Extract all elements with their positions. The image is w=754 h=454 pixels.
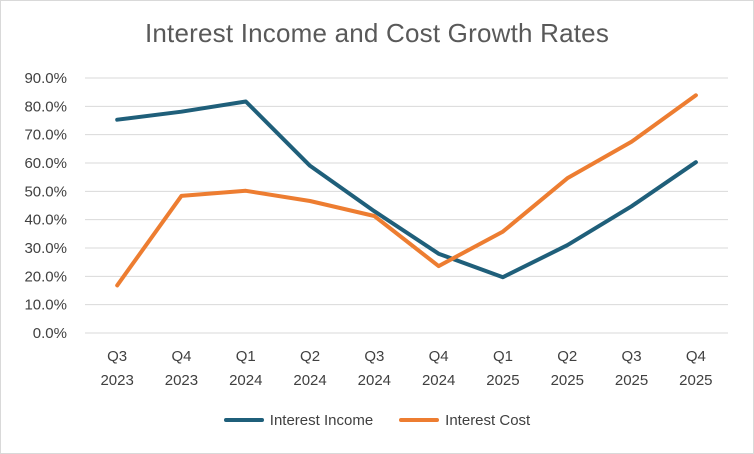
series-lines	[115, 93, 698, 288]
y-tick-label: 30.0%	[24, 240, 67, 257]
x-tick-label-year: 2025	[486, 372, 519, 389]
x-tick-label-year: 2024	[293, 372, 326, 389]
x-tick-label-quarter: Q4	[171, 348, 191, 365]
x-tick-label-quarter: Q1	[493, 348, 513, 365]
legend-item-interest-income: Interest Income	[223, 411, 374, 429]
y-tick-label: 40.0%	[24, 212, 67, 229]
x-tick-label-quarter: Q1	[236, 348, 256, 365]
y-tick-label: 80.0%	[24, 98, 67, 115]
x-tick-label-quarter: Q3	[107, 348, 127, 365]
gridlines	[85, 77, 728, 334]
x-tick-label-year: 2023	[165, 372, 198, 389]
x-tick-label-year: 2025	[551, 372, 584, 389]
legend-label-interest-income: Interest Income	[269, 411, 374, 429]
x-tick-label-quarter: Q3	[622, 348, 642, 365]
legend: Interest Income Interest Cost	[0, 408, 754, 432]
x-axis-ticks: Q3 2023 Q4 2023 Q1 2024 Q2 2024 Q3 2024 Q4 2024 Q1 20…	[100, 348, 712, 389]
x-tick-label-quarter: Q3	[364, 348, 384, 365]
y-tick-label: 10.0%	[24, 297, 67, 314]
y-tick-label: 20.0%	[24, 268, 67, 285]
x-tick-label-year: 2024	[422, 372, 455, 389]
x-tick-label-year: 2023	[100, 372, 133, 389]
series-line-interest-cost	[115, 93, 698, 288]
x-tick-label-year: 2025	[615, 372, 648, 389]
x-tick-label-quarter: Q4	[429, 348, 449, 365]
legend-swatch-interest-income	[223, 418, 264, 422]
y-tick-label: 70.0%	[24, 127, 67, 144]
legend-item-interest-cost: Interest Cost	[399, 412, 530, 429]
y-axis-ticks: 0.0% 10.0% 20.0% 30.0% 40.0% 50.0% 60.0% 70.0% 8…	[24, 70, 67, 342]
chart-title: Interest Income and Cost Growth Rates	[144, 18, 610, 48]
legend-label-interest-cost: Interest Cost	[445, 411, 531, 429]
x-tick-label-year: 2024	[229, 372, 262, 389]
x-tick-label-year: 2025	[679, 372, 712, 389]
y-tick-label: 90.0%	[24, 70, 67, 87]
series-line-interest-income	[115, 99, 698, 280]
y-tick-label: 0.0%	[33, 325, 67, 342]
x-tick-label-quarter: Q4	[686, 348, 706, 365]
y-tick-label: 50.0%	[24, 183, 67, 200]
x-tick-label-year: 2024	[358, 372, 391, 389]
legend-swatch-interest-cost	[399, 418, 440, 422]
y-tick-label: 60.0%	[24, 155, 67, 172]
x-tick-label-quarter: Q2	[300, 348, 320, 365]
x-tick-label-quarter: Q2	[557, 348, 577, 365]
